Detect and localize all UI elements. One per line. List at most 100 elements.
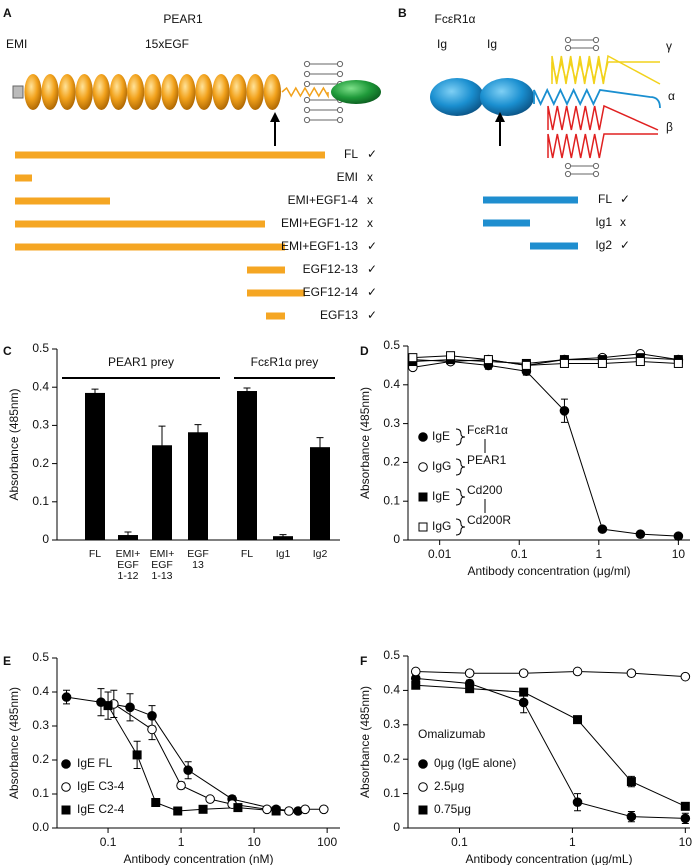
marker [151,798,161,807]
diagram-title: PEAR1 [163,12,203,26]
marker [103,701,113,711]
disulfide-end [592,170,600,178]
y-tick-label: 0.1 [383,493,400,507]
y-tick-label: 0.2 [32,752,49,766]
ig-domain [430,78,484,116]
series-line [415,677,686,819]
marker [519,687,529,697]
legend-label: 0μg (IgE alone) [434,756,516,770]
legend-marker [418,462,428,472]
bar [85,392,105,540]
disulfide-end [336,106,344,114]
marker [626,777,636,787]
x-tick-label: 10 [247,835,261,849]
legend-brace [455,488,466,506]
panel-letter: E [3,654,11,668]
bar [152,445,172,540]
legend-partner: PEAR1 [467,453,507,467]
panel-letter: A [3,6,12,20]
chain-label: α [668,89,675,103]
marker [559,358,569,368]
disulfide-end [336,116,344,124]
y-tick-label: 0.2 [32,456,49,470]
error-bar [194,424,202,441]
marker [673,358,683,368]
marker [518,668,529,679]
x-tick-label: 10 [672,547,686,561]
legend-label: IgE FL [77,756,113,770]
egf-domain [161,74,179,110]
y-tick-label: 0.4 [383,377,400,391]
marker [61,692,72,702]
x-tick-label: EMI+ EGF 1-13 [149,548,175,582]
disulfide-end [592,44,600,52]
egf-domain [212,74,230,110]
y-tick-label: 0.1 [383,786,400,800]
x-tick-label: FL [240,548,254,560]
marker [125,702,135,713]
group-label: PEAR1 prey [108,355,174,369]
legend-marker [418,522,428,532]
marker [465,684,475,694]
x-tick-label: FL [88,548,102,560]
construct-name: EGF13 [320,308,358,322]
legend-marker [418,432,428,442]
binding-result: ✓ [367,147,377,161]
marker [410,666,421,677]
marker [284,806,294,816]
x-axis-label: Antibody concentration (μg/ml) [468,564,631,578]
marker [176,780,186,791]
group-label: FcεR1α prey [251,355,319,369]
marker [233,803,243,813]
marker [673,531,684,541]
binding-result: ✓ [620,238,630,252]
construct-bar [15,151,325,159]
legend-label: IgE [432,489,450,503]
disulfide-end [564,36,572,44]
error-bar [91,388,99,398]
marker [147,724,157,735]
disulfide-end [592,36,600,44]
legend-label: IgG [432,519,451,533]
domain-label: Ig [487,37,497,51]
y-tick-label: 0.4 [32,684,49,698]
legend-label: 2.5μg [434,779,464,793]
x-tick-label: 0.1 [511,547,528,561]
x-tick-label: 0.1 [100,835,117,849]
egf-domain [41,74,59,110]
marker [318,804,329,815]
construct-bar [15,243,285,251]
y-tick-label: 0.3 [383,717,400,731]
binding-result: ✓ [367,285,377,299]
bar [188,432,208,540]
legend-marker [61,782,71,792]
series-line [412,355,679,366]
y-tick-label: 0.5 [32,341,49,355]
marker [300,804,310,815]
cytoplasmic-domain [331,80,381,104]
construct-bar [247,289,305,297]
legend-marker [61,805,71,815]
disulfide-end [303,106,311,114]
egf-domain [195,74,213,110]
ig-domain [480,78,534,116]
marker [635,529,646,539]
marker [559,405,570,416]
series-line [412,357,679,364]
legend-marker [418,782,428,792]
error-bar [124,531,132,539]
emi-domain [12,85,24,99]
marker [205,794,215,804]
egf-domain [92,74,110,110]
legend-brace [455,428,466,446]
marker [198,804,208,814]
marker [262,804,272,815]
binding-result: x [367,193,373,207]
binding-result: x [367,216,373,230]
egf-domain [75,74,93,110]
construct-bar [15,220,265,228]
marker [446,351,456,361]
panel-letter: F [360,654,367,668]
domain-label: Ig [437,37,447,51]
x-tick-label: 100 [317,835,337,849]
